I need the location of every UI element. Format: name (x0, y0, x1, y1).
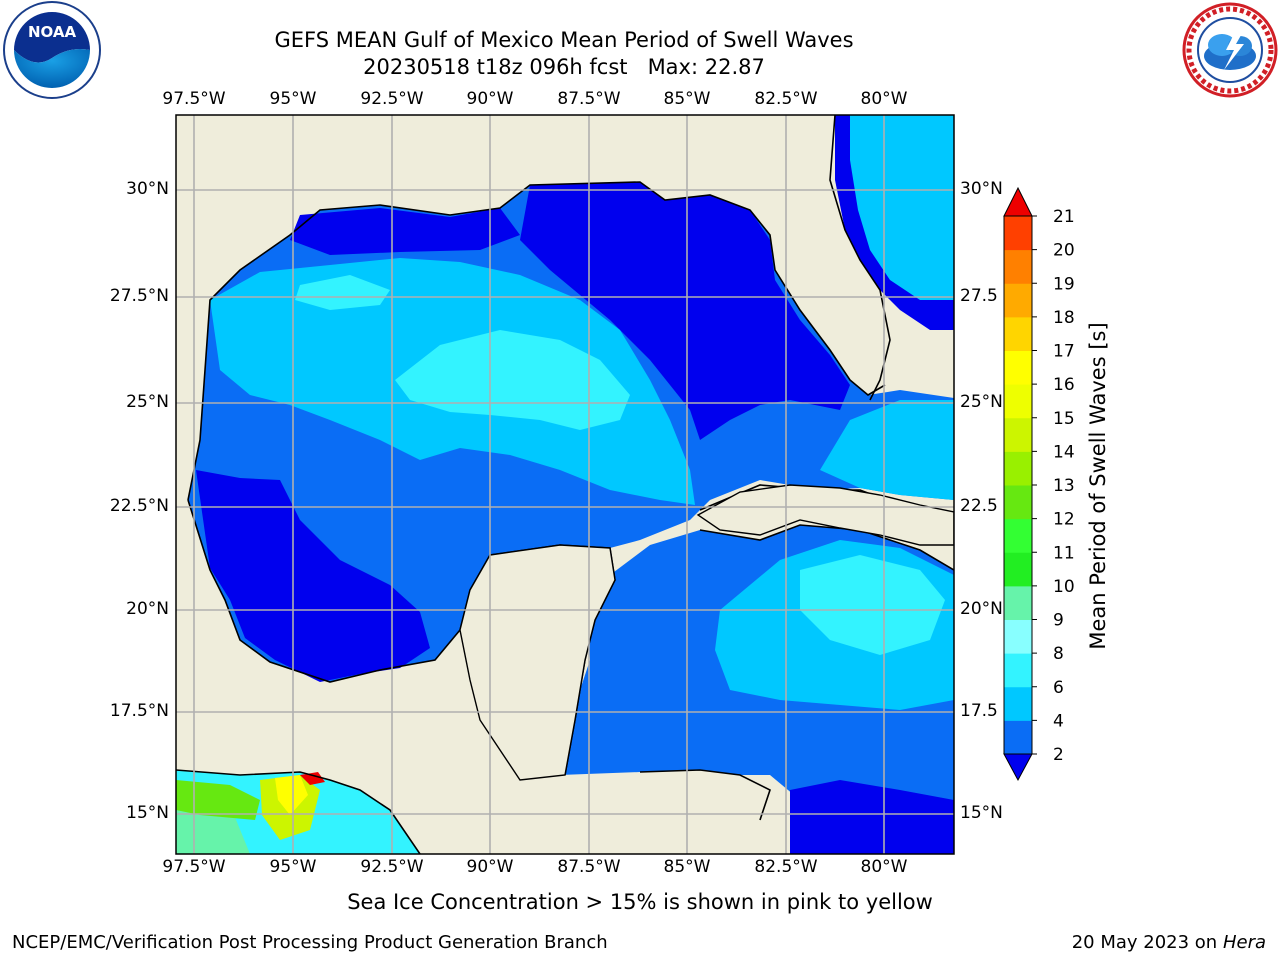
colorbar-segment (1004, 720, 1032, 755)
cuba-land (696, 484, 954, 546)
lon-label-bottom: 95°W (269, 857, 317, 877)
colorbar-over-arrow (1003, 186, 1033, 217)
lon-label-top: 97.5°W (162, 89, 226, 109)
colorbar-segment (1004, 283, 1032, 318)
colorbar-tick-label: 9 (1053, 611, 1064, 631)
colorbar-tick-label: 20 (1053, 241, 1075, 261)
lon-label-bottom: 80°W (860, 857, 908, 877)
atlantic-4-6 (850, 115, 954, 300)
colorbar-tick-label: 13 (1053, 476, 1075, 496)
colorbar-tick-label: 12 (1053, 510, 1075, 530)
colorbar-segment (1004, 417, 1032, 452)
lat-label-left: 27.5°N (109, 286, 169, 306)
colorbar-tick-label: 18 (1053, 308, 1075, 328)
caribbean-under (790, 780, 954, 854)
sea-ice-note: Sea Ice Concentration > 15% is shown in … (347, 890, 933, 914)
lon-label-bottom: 92.5°W (360, 857, 424, 877)
footer-org: NCEP/EMC/Verification Post Processing Pr… (12, 932, 608, 953)
lat-label-right: 30°N (960, 179, 1003, 199)
graticule (176, 115, 954, 854)
lat-label-right: 25°N (960, 392, 1003, 412)
footer-date-text: 20 May 2023 on (1071, 932, 1218, 953)
lon-label-top: 95°W (269, 89, 317, 109)
lon-label-top: 80°W (860, 89, 908, 109)
pacific-high (300, 772, 325, 785)
lat-label-left: 17.5°N (109, 701, 169, 721)
colorbar-segment (1004, 451, 1032, 486)
lat-label-left: 15°N (126, 803, 169, 823)
lon-label-bottom: 85°W (663, 857, 711, 877)
zone-under-north (290, 208, 520, 255)
lat-label-right: 15°N (960, 803, 1003, 823)
lon-label-top: 85°W (663, 89, 711, 109)
colorbar-segment (1004, 384, 1032, 419)
zone-under-west (196, 470, 430, 682)
noaa-logo-text: NOAA (28, 23, 77, 41)
lon-label-bottom: 87.5°W (557, 857, 621, 877)
colorbar-segment (1004, 518, 1032, 553)
colorbar-tick-label: 11 (1053, 543, 1075, 563)
pacific-16 (275, 775, 308, 815)
colorbar-tick-label: 14 (1053, 442, 1075, 462)
chart-subtitle: 20230518 t18z 096h fcst Max: 22.87 (0, 55, 1128, 79)
colorbar-tick-label: 2 (1053, 745, 1064, 765)
colorbar-segment (1004, 350, 1032, 385)
colorbar-tick-label: 4 (1053, 711, 1064, 731)
colorbar-tick-label: 8 (1053, 644, 1064, 664)
colorbar-segment (1004, 249, 1032, 284)
colorbar-tick-label: 6 (1053, 678, 1064, 698)
colorbar-tick-label: 16 (1053, 375, 1075, 395)
footer-host: Hera (1222, 932, 1266, 953)
forecast-time: 20230518 t18z 096h fcst (363, 55, 628, 79)
footer-date: 20 May 2023 on Hera (1072, 932, 1266, 953)
lat-label-left: 22.5°N (109, 496, 169, 516)
max-value: Max: 22.87 (647, 55, 765, 79)
colorbar-segment (1004, 485, 1032, 520)
caribbean-6-8 (800, 555, 945, 655)
lon-label-bottom: 97.5°W (162, 857, 226, 877)
lat-label-left: 25°N (126, 392, 169, 412)
colorbar-tick-label: 15 (1053, 409, 1075, 429)
lon-label-top: 87.5°W (557, 89, 621, 109)
lon-label-bottom: 90°W (466, 857, 514, 877)
colorbar: 2 4 6 8 9 10 11 12 13 14 15 16 17 18 19 20 21 (1003, 186, 1075, 782)
zone-under-east (520, 182, 850, 440)
map-area (176, 115, 954, 854)
colorbar-segment (1004, 552, 1032, 587)
colorbar-segment (1004, 216, 1032, 251)
lat-label-left: 30°N (126, 179, 169, 199)
colorbar-segment (1004, 585, 1032, 620)
zone-6-8-a (395, 330, 630, 430)
lon-label-top: 90°W (466, 89, 514, 109)
straits-water (820, 400, 954, 500)
map-frame (175, 114, 955, 855)
chart-title: GEFS MEAN Gulf of Mexico Mean Period of … (274, 28, 854, 52)
lat-label-right: 22.5 (960, 496, 998, 516)
lat-label-right: 27.5 (960, 286, 998, 306)
colorbar-segment (1004, 316, 1032, 351)
colorbar-segment (1004, 686, 1032, 721)
colorbar-label: Mean Period of Swell Waves [s] (1086, 322, 1110, 650)
colorbar-tick-label: 10 (1053, 577, 1075, 597)
colorbar-segment (1004, 619, 1032, 654)
lon-label-top: 92.5°W (360, 89, 424, 109)
lat-label-right: 17.5 (960, 701, 998, 721)
noaa-logo-icon: NOAA (3, 1, 101, 99)
pacific-11-12 (176, 780, 260, 820)
lon-label-top: 82.5°W (754, 89, 818, 109)
lon-label-bottom: 82.5°W (754, 857, 818, 877)
zone-6-8-b (295, 275, 390, 310)
colorbar-tick-label: 19 (1053, 274, 1075, 294)
colorbar-under-arrow (1003, 753, 1033, 782)
lat-label-left: 20°N (126, 599, 169, 619)
colorbar-segment (1004, 653, 1032, 688)
nws-logo-icon (1182, 2, 1278, 98)
yucatan-land (459, 544, 616, 781)
colorbar-tick-label: 17 (1053, 342, 1075, 362)
lat-label-right: 20°N (960, 599, 1003, 619)
colorbar-tick-label: 21 (1053, 207, 1075, 227)
